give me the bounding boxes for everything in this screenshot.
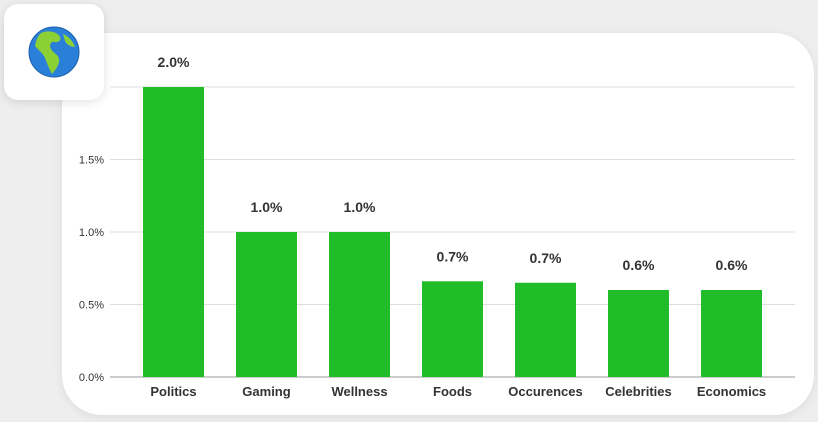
data-label: 0.7% (437, 248, 469, 264)
bar-politics (143, 87, 204, 377)
globe-americas-icon (28, 26, 80, 78)
x-tick-label: Celebrities (605, 384, 671, 399)
x-tick-label: Foods (433, 384, 472, 399)
data-label: 0.7% (530, 250, 562, 266)
bar-economics (701, 290, 762, 377)
data-label: 1.0% (251, 199, 283, 215)
data-label: 0.6% (716, 257, 748, 273)
x-tick-label: Occurences (508, 384, 582, 399)
data-label: 1.0% (344, 199, 376, 215)
y-tick-label: 1.0% (79, 227, 104, 239)
data-label: 0.6% (623, 257, 655, 273)
bar-gaming (236, 232, 297, 377)
y-tick-label: 0.5% (79, 300, 104, 312)
bar-wellness (329, 232, 390, 377)
globe-tile (4, 4, 104, 100)
bar-occurences (515, 282, 576, 377)
x-tick-label: Economics (697, 384, 766, 399)
x-tick-label: Wellness (331, 384, 387, 399)
bar-foods (422, 281, 483, 377)
bar-celebrities (608, 290, 669, 377)
x-tick-label: Gaming (242, 384, 290, 399)
y-tick-label: 0.0% (79, 372, 104, 384)
y-tick-label: 1.5% (79, 155, 104, 167)
x-tick-label: Politics (150, 384, 196, 399)
data-label: 2.0% (158, 54, 190, 70)
